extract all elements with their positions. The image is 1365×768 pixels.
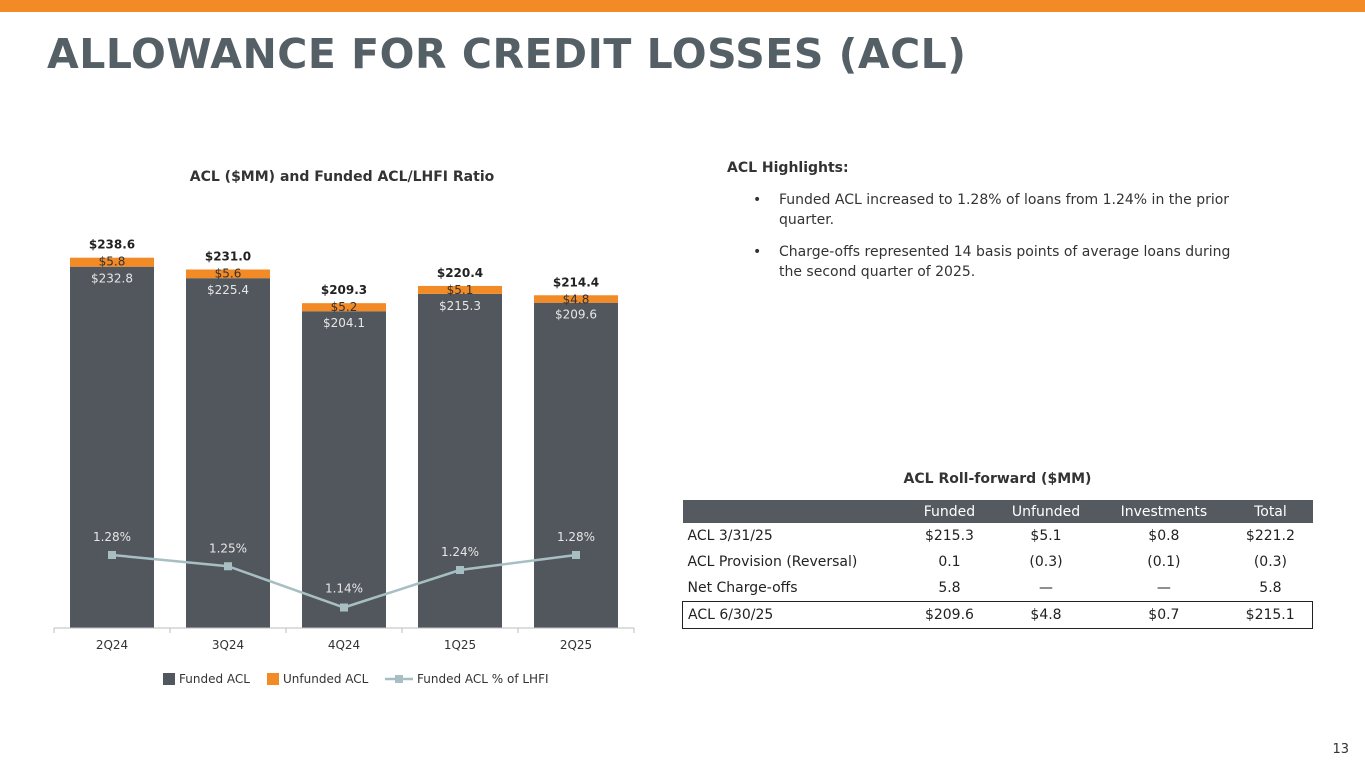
chart-title: ACL ($MM) and Funded ACL/LHFI Ratio bbox=[190, 169, 495, 185]
unfunded-acl-label: $5.2 bbox=[331, 300, 358, 314]
total-label: $220.4 bbox=[437, 266, 483, 280]
table-row: Net Charge-offs 5.8 — — 5.8 bbox=[683, 575, 1313, 602]
table-cell: $5.1 bbox=[1030, 528, 1062, 544]
unfunded-acl-label: $5.6 bbox=[215, 266, 242, 280]
x-tick-label: 2Q25 bbox=[560, 638, 592, 652]
legend-swatch-unfunded bbox=[267, 673, 279, 685]
table-cell: 5.8 bbox=[938, 580, 961, 596]
funded-acl-label: $215.3 bbox=[439, 299, 481, 313]
unfunded-acl-bar bbox=[302, 303, 386, 312]
ratio-label: 1.25% bbox=[209, 541, 247, 555]
x-tick-label: 2Q24 bbox=[96, 638, 128, 652]
table-cell: $221.2 bbox=[1245, 528, 1295, 544]
table-cell: 5.8 bbox=[1259, 580, 1282, 596]
unfunded-acl-label: $5.1 bbox=[447, 283, 474, 297]
table-cell: — bbox=[1156, 580, 1171, 596]
top-accent-bar bbox=[0, 0, 1365, 12]
row-label: ACL 6/30/25 bbox=[682, 601, 907, 629]
table-row-ending-balance: ACL 6/30/25 $209.6 $4.8 $0.7 $215.1 bbox=[682, 601, 1314, 629]
unfunded-acl-label: $4.8 bbox=[563, 292, 590, 306]
highlight-item: • Funded ACL increased to 1.28% of loans… bbox=[727, 190, 1237, 230]
column-header: Investments bbox=[1099, 500, 1229, 523]
unfunded-acl-label: $5.8 bbox=[99, 255, 126, 269]
table-header-row: Funded Unfunded Investments Total bbox=[682, 500, 1313, 523]
legend-label-funded: Funded ACL bbox=[179, 672, 250, 686]
ratio-label: 1.28% bbox=[93, 530, 131, 544]
funded-acl-bar bbox=[534, 302, 618, 628]
row-label: ACL 3/31/25 bbox=[687, 528, 773, 544]
legend-label-ratio: Funded ACL % of LHFI bbox=[417, 672, 549, 686]
funded-acl-bar bbox=[302, 311, 386, 628]
ratio-label: 1.14% bbox=[325, 582, 363, 596]
table-cell: $0.7 bbox=[1099, 601, 1229, 629]
table-cell: $4.8 bbox=[992, 601, 1100, 629]
page-number: 13 bbox=[1332, 742, 1349, 757]
highlight-text: Funded ACL increased to 1.28% of loans f… bbox=[779, 192, 1230, 228]
funded-acl-label: $232.8 bbox=[91, 272, 133, 286]
total-label: $214.4 bbox=[553, 275, 599, 289]
column-header: Funded bbox=[906, 500, 993, 523]
legend-marker-ratio bbox=[395, 675, 403, 683]
ratio-point bbox=[108, 551, 116, 559]
unfunded-acl-bar bbox=[534, 295, 618, 303]
column-header bbox=[682, 500, 907, 523]
page-title: ALLOWANCE FOR CREDIT LOSSES (ACL) bbox=[47, 30, 967, 78]
acl-chart: ACL ($MM) and Funded ACL/LHFI Ratio $238… bbox=[53, 169, 635, 686]
legend-swatch-funded bbox=[163, 673, 175, 685]
total-label: $231.0 bbox=[205, 249, 251, 263]
ratio-point bbox=[456, 566, 464, 574]
rollforward-title: ACL Roll-forward ($MM) bbox=[903, 471, 1092, 487]
total-label: $209.3 bbox=[321, 283, 367, 297]
table-cell: 0.1 bbox=[938, 554, 961, 570]
bullet-marker: • bbox=[753, 244, 762, 260]
highlights-title: ACL Highlights: bbox=[727, 160, 849, 176]
highlights-list: • Funded ACL increased to 1.28% of loans… bbox=[727, 190, 1237, 282]
ratio-point bbox=[572, 551, 580, 559]
funded-acl-label: $204.1 bbox=[323, 316, 365, 330]
table-cell: (0.3) bbox=[1253, 554, 1288, 570]
ratio-label: 1.24% bbox=[441, 545, 479, 559]
row-label: Net Charge-offs bbox=[687, 580, 798, 596]
x-tick-label: 3Q24 bbox=[212, 638, 244, 652]
table-row: ACL Provision (Reversal) 0.1 (0.3) (0.1)… bbox=[683, 549, 1313, 575]
table-cell: — bbox=[1039, 580, 1054, 596]
total-label: $238.6 bbox=[89, 238, 135, 252]
bullet-marker: • bbox=[753, 192, 762, 208]
table-cell: $215.3 bbox=[924, 528, 974, 544]
unfunded-acl-bar bbox=[70, 257, 154, 267]
table-cell: $209.6 bbox=[906, 601, 993, 629]
funded-acl-bar bbox=[70, 266, 154, 628]
ratio-label: 1.28% bbox=[557, 530, 595, 544]
table-cell: (0.3) bbox=[1029, 554, 1063, 570]
highlight-text: Charge-offs represented 14 basis points … bbox=[779, 244, 1231, 280]
column-header: Total bbox=[1228, 500, 1313, 523]
acl-highlights: ACL Highlights: • Funded ACL increased t… bbox=[727, 160, 1237, 294]
ratio-point bbox=[224, 562, 232, 571]
table-cell: $215.1 bbox=[1228, 601, 1314, 629]
funded-acl-label: $225.4 bbox=[207, 283, 249, 297]
x-tick-label: 1Q25 bbox=[444, 638, 476, 652]
rollforward-table: Funded Unfunded Investments Total ACL 3/… bbox=[682, 500, 1314, 629]
highlight-item: • Charge-offs represented 14 basis point… bbox=[727, 242, 1237, 282]
ratio-point bbox=[340, 603, 348, 612]
funded-acl-bar bbox=[418, 293, 502, 628]
row-label: ACL Provision (Reversal) bbox=[687, 554, 858, 570]
table-cell: (0.1) bbox=[1147, 554, 1181, 570]
unfunded-acl-bar bbox=[186, 269, 270, 279]
unfunded-acl-bar bbox=[418, 285, 502, 294]
column-header: Unfunded bbox=[992, 500, 1100, 523]
legend-label-unfunded: Unfunded ACL bbox=[283, 672, 369, 686]
funded-acl-label: $209.6 bbox=[555, 308, 597, 322]
table-cell: $0.8 bbox=[1148, 528, 1180, 544]
x-tick-label: 4Q24 bbox=[328, 638, 360, 652]
table-row: ACL 3/31/25 $215.3 $5.1 $0.8 $221.2 bbox=[683, 523, 1313, 549]
